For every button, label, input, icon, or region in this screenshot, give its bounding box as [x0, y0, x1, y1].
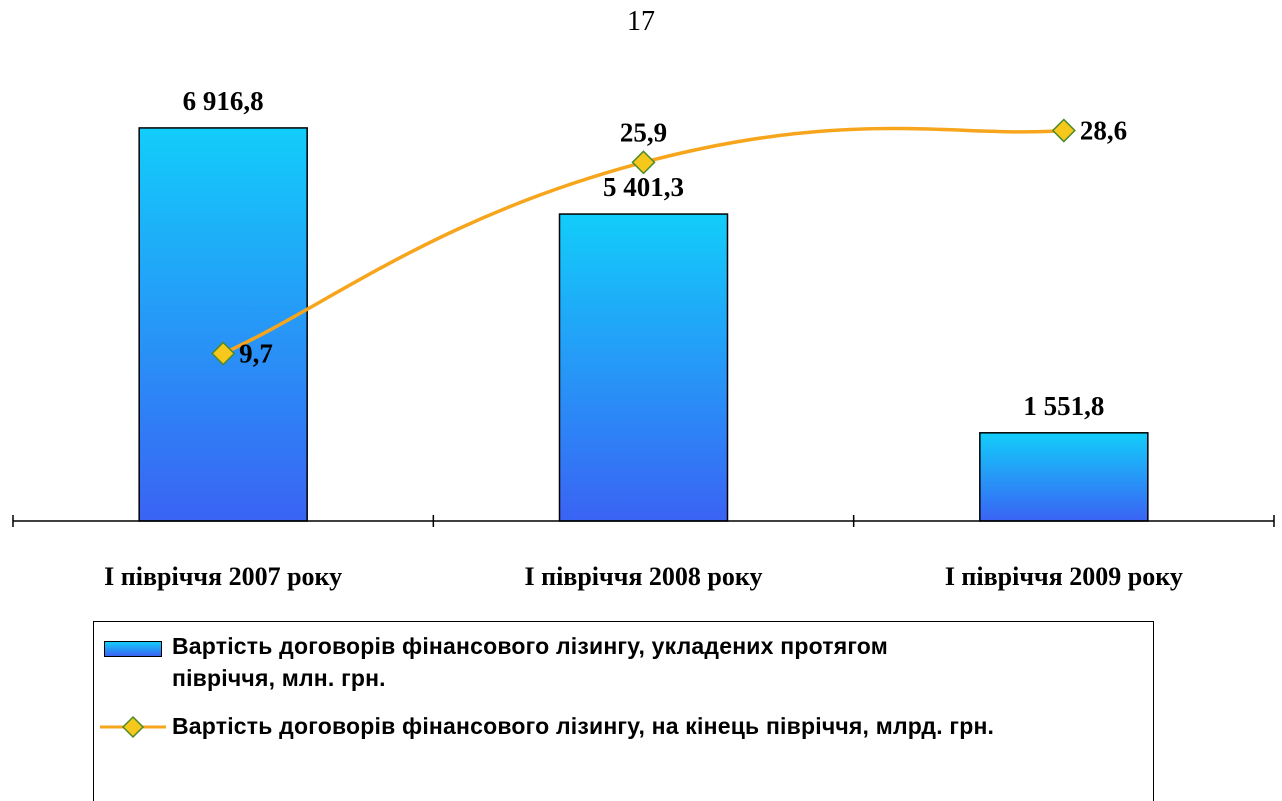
- line-point-3: [1051, 118, 1076, 143]
- x-tick-label-2: I півріччя 2008 року: [524, 562, 762, 591]
- line-series-layer: [211, 118, 1076, 366]
- legend-bar-label-line1: Вартість договорів фінансового лізингу, …: [172, 633, 888, 659]
- x-axis: [12, 515, 1275, 527]
- bar-value-label-3: 1 551,8: [1023, 391, 1104, 421]
- line-point-2: [631, 150, 656, 175]
- chart: 6 916,8 5 401,3 1 551,8 I півріччя 2007 рок…: [12, 86, 1275, 591]
- line-value-label-3: 28,6: [1080, 116, 1127, 146]
- x-tick-label-1: I півріччя 2007 року: [104, 562, 342, 591]
- legend-item-bar-series: Вартість договорів фінансового лізингу, …: [94, 630, 1153, 694]
- legend-bar-label-line2: півріччя, млн. грн.: [172, 665, 386, 691]
- legend-item-line-series: Вартість договорів фінансового лізингу, …: [94, 710, 1153, 742]
- line-value-label-1: 9,7: [239, 338, 273, 368]
- bar-3: [979, 432, 1149, 522]
- page-number: 17: [627, 6, 655, 37]
- line-point-1: [211, 341, 236, 366]
- bar-value-label-2: 5 401,3: [603, 172, 684, 202]
- legend-line-label: Вартість договорів фінансового лізингу, …: [172, 713, 995, 739]
- bar-2: [558, 213, 729, 522]
- x-tick-label-3: I півріччя 2009 року: [945, 562, 1183, 591]
- legend: Вартість договорів фінансового лізингу, …: [93, 621, 1154, 801]
- legend-bar-label: Вартість договорів фінансового лізингу, …: [172, 630, 888, 694]
- legend-line-swatch: [100, 715, 166, 739]
- bar-value-label-1: 6 916,8: [183, 86, 264, 116]
- labels-layer: 6 916,8 5 401,3 1 551,8 I півріччя 2007 рок…: [104, 86, 1183, 591]
- legend-bar-swatch: [104, 641, 162, 657]
- line-value-label-2: 25,9: [620, 117, 667, 147]
